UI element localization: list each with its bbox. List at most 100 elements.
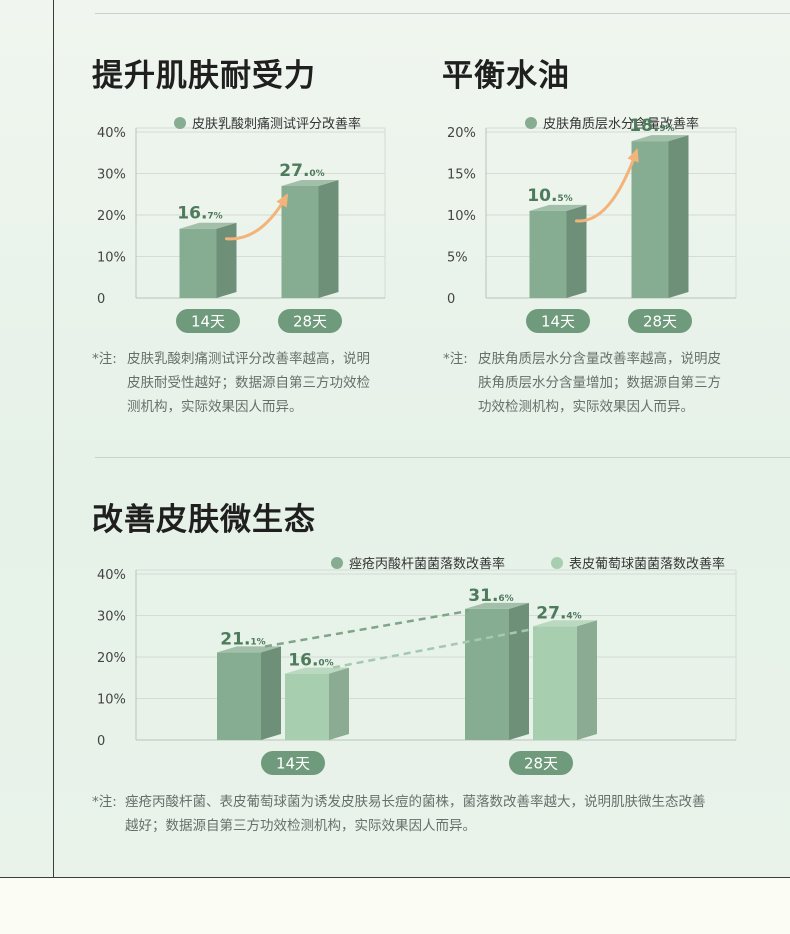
value-sub: 4% — [566, 611, 581, 621]
left-border-line — [53, 0, 54, 878]
bar — [631, 135, 689, 298]
value-main: 27. — [536, 603, 566, 623]
note-prefix: *注: — [443, 351, 468, 367]
arrow-curve — [225, 194, 288, 241]
category-pill: 14天 — [261, 751, 325, 775]
microbiome-note: *注: 痤疮丙酸杆菌、表皮葡萄球菌为诱发皮肤易长痘的菌株，菌落数改善率越大，说明… — [92, 790, 772, 838]
y-tick-label: 0 — [97, 292, 105, 307]
bar-top — [533, 620, 597, 627]
arrow-curve — [575, 149, 638, 223]
tolerance-chart: 40%30%20%10%0皮肤乳酸刺痛测试评分改善率16.7%14天27.0%2… — [97, 116, 386, 333]
legend-label: 表皮葡萄球菌菌落数改善率 — [569, 556, 725, 572]
legend-dot — [551, 557, 563, 569]
note-line: 皮肤乳酸刺痛测试评分改善率越高，说明 — [127, 351, 370, 367]
legend-label: 皮肤乳酸刺痛测试评分改善率 — [192, 116, 361, 132]
value-sub: 6% — [498, 594, 513, 604]
value-sub: 7% — [207, 212, 222, 222]
note-line: 痤疮丙酸杆菌、表皮葡萄球菌为诱发皮肤易长痘的菌株，菌落数改善率越大，说明肌肤微生… — [125, 794, 706, 810]
value-main: 16. — [177, 204, 207, 224]
bar — [285, 667, 349, 740]
bar-top — [529, 204, 587, 211]
category-label: 28天 — [643, 313, 677, 331]
category-label: 28天 — [293, 313, 327, 331]
pill-bg — [526, 309, 590, 333]
bar-front — [285, 673, 329, 740]
value-sub: 5% — [557, 194, 572, 204]
category-pill: 14天 — [526, 309, 590, 333]
y-tick-label: 0 — [447, 292, 455, 307]
y-tick-label: 30% — [97, 610, 126, 625]
legend-item: 表皮葡萄球菌菌落数改善率 — [551, 556, 725, 572]
y-tick-label: 0 — [97, 734, 105, 749]
tolerance-title: 提升肌肤耐受力 — [92, 58, 316, 94]
value-sub: 0% — [309, 169, 324, 179]
value-label: 16.7% — [177, 204, 222, 224]
y-tick-label: 10% — [447, 209, 476, 224]
value-label: 10.5% — [527, 186, 572, 206]
tolerance-note: *注: 皮肤乳酸刺痛测试评分改善率越高，说明 皮肤耐受性越好；数据源自第三方功效… — [92, 347, 392, 419]
note-line: 肤角质层水分含量增加；数据源自第三方 — [478, 375, 721, 391]
bar-top — [285, 667, 349, 674]
value-main: 18. — [629, 116, 659, 136]
bar-front — [631, 141, 669, 298]
value-main: 16. — [288, 651, 318, 671]
bar-top — [281, 179, 339, 186]
bar-side — [509, 602, 529, 740]
bar-side — [566, 204, 587, 298]
bar-side — [329, 667, 349, 740]
balance-note: *注: 皮肤角质层水分含量改善率越高，说明皮 肤角质层水分含量增加；数据源自第三… — [443, 347, 753, 419]
bar-side — [216, 222, 237, 298]
note-line: 功效检测机构，实际效果因人而异。 — [478, 399, 694, 415]
note-line: 越好；数据源自第三方功效检测机构，实际效果因人而异。 — [125, 818, 476, 834]
category-label: 14天 — [191, 313, 225, 331]
value-label: 27.4% — [536, 603, 581, 623]
arrow-head — [276, 193, 288, 208]
trend-line — [264, 609, 470, 648]
bar — [529, 204, 587, 298]
category-label: 28天 — [524, 755, 558, 773]
value-sub: 9% — [659, 124, 674, 134]
bar-top — [179, 222, 237, 229]
bar-side — [577, 620, 597, 740]
pill-bg — [278, 309, 342, 333]
category-pill: 28天 — [628, 309, 692, 333]
bar-front — [533, 626, 577, 740]
bar-front — [217, 652, 261, 740]
legend-label: 痤疮丙酸杆菌菌落数改善率 — [349, 556, 505, 572]
category-label: 14天 — [541, 313, 575, 331]
bar-front — [465, 608, 509, 740]
category-label: 14天 — [276, 755, 310, 773]
category-pill: 14天 — [176, 309, 240, 333]
note-line: 皮肤角质层水分含量改善率越高，说明皮 — [478, 351, 721, 367]
y-tick-label: 10% — [97, 251, 126, 266]
top-divider — [95, 13, 790, 14]
value-sub: 0% — [318, 659, 333, 669]
microbiome-title: 改善皮肤微生态 — [92, 502, 316, 538]
bar — [465, 602, 529, 740]
value-main: 10. — [527, 186, 557, 206]
legend-dot — [525, 117, 537, 129]
bar-side — [261, 646, 281, 740]
y-tick-label: 20% — [447, 126, 476, 141]
growth-arrow — [575, 148, 639, 223]
y-tick-label: 10% — [97, 693, 126, 708]
legend-item: 皮肤乳酸刺痛测试评分改善率 — [174, 116, 361, 132]
y-tick-label: 30% — [97, 168, 126, 183]
note-prefix: *注: — [92, 794, 117, 810]
balance-title: 平衡水油 — [442, 58, 570, 94]
y-tick-label: 5% — [447, 251, 468, 266]
y-tick-label: 40% — [97, 126, 126, 141]
bar — [281, 179, 339, 298]
legend-label: 皮肤角质层水分含量改善率 — [543, 116, 699, 132]
trend-line — [332, 627, 538, 669]
bar-front — [281, 185, 319, 298]
value-label: 21.1% — [220, 629, 265, 649]
pill-bg — [509, 751, 573, 775]
category-pill: 28天 — [509, 751, 573, 775]
bar-top — [465, 602, 529, 609]
legend-item: 皮肤角质层水分含量改善率 — [525, 116, 699, 132]
y-tick-label: 40% — [97, 568, 126, 583]
bar-side — [668, 135, 689, 298]
note-line: 测机构，实际效果因人而异。 — [127, 399, 303, 415]
